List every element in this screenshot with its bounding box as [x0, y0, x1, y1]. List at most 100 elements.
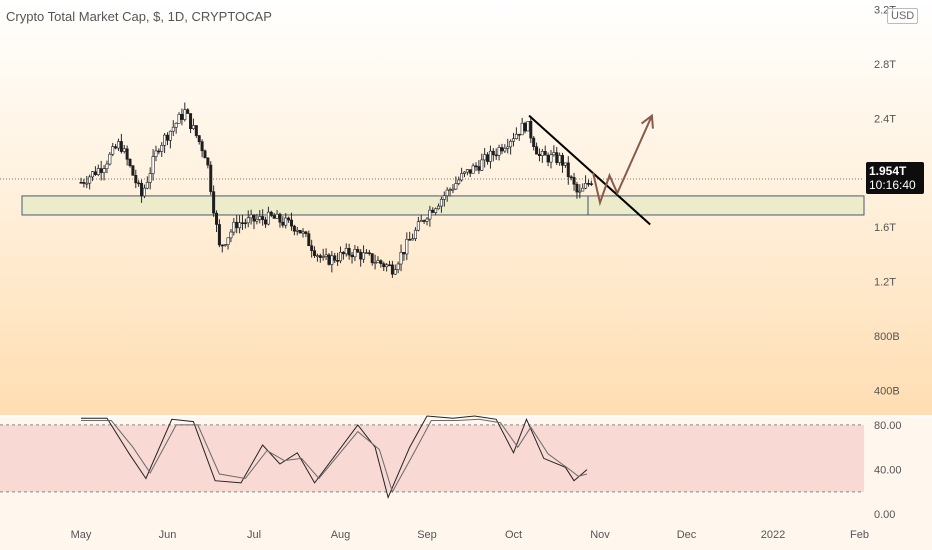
candle[interactable]	[249, 214, 253, 219]
candle[interactable]	[229, 231, 233, 239]
candle[interactable]	[405, 239, 409, 255]
candle[interactable]	[194, 125, 198, 136]
candle[interactable]	[310, 245, 314, 251]
candle[interactable]	[171, 126, 175, 132]
candle[interactable]	[344, 248, 348, 255]
candle[interactable]	[278, 213, 282, 223]
candle[interactable]	[223, 244, 227, 246]
candle[interactable]	[396, 263, 400, 270]
candle[interactable]	[232, 221, 236, 233]
candle[interactable]	[402, 252, 406, 255]
candle[interactable]	[307, 233, 311, 247]
candle[interactable]	[301, 231, 305, 234]
candle[interactable]	[483, 154, 487, 161]
candle[interactable]	[373, 262, 377, 264]
candle[interactable]	[189, 113, 193, 129]
candle[interactable]	[356, 249, 360, 253]
candle[interactable]	[209, 164, 213, 192]
candle[interactable]	[284, 217, 288, 226]
candle[interactable]	[264, 219, 268, 225]
candle[interactable]	[111, 146, 115, 155]
candle[interactable]	[503, 148, 507, 152]
candle[interactable]	[506, 146, 510, 149]
candle[interactable]	[131, 165, 135, 176]
candle[interactable]	[468, 169, 472, 174]
candle[interactable]	[206, 157, 210, 166]
candle[interactable]	[258, 216, 262, 220]
candle[interactable]	[272, 215, 276, 219]
candle[interactable]	[281, 221, 285, 226]
candle[interactable]	[122, 148, 126, 152]
candle[interactable]	[419, 220, 423, 223]
candle[interactable]	[341, 251, 345, 255]
candle[interactable]	[180, 113, 184, 120]
candle[interactable]	[203, 150, 207, 159]
candle[interactable]	[102, 168, 106, 173]
candle[interactable]	[168, 130, 172, 141]
candle[interactable]	[215, 212, 219, 225]
candle[interactable]	[85, 182, 89, 185]
candle[interactable]	[422, 220, 426, 222]
candle[interactable]	[116, 141, 120, 149]
candle[interactable]	[295, 229, 299, 232]
candle[interactable]	[376, 260, 380, 263]
candle[interactable]	[269, 211, 273, 216]
candle[interactable]	[511, 138, 515, 142]
candle[interactable]	[434, 208, 438, 213]
candle[interactable]	[186, 109, 190, 114]
candle[interactable]	[445, 189, 449, 197]
candle[interactable]	[336, 260, 340, 262]
candle[interactable]	[220, 244, 224, 247]
candle[interactable]	[486, 154, 490, 162]
candle[interactable]	[140, 182, 144, 197]
candle[interactable]	[353, 249, 357, 258]
candle[interactable]	[333, 255, 337, 261]
candle[interactable]	[255, 218, 259, 222]
candle[interactable]	[347, 248, 351, 256]
candle[interactable]	[145, 182, 149, 189]
candle[interactable]	[364, 252, 368, 255]
candle[interactable]	[586, 183, 590, 185]
candle[interactable]	[514, 133, 518, 140]
candle[interactable]	[238, 222, 242, 229]
candle[interactable]	[532, 137, 536, 147]
candle[interactable]	[292, 225, 296, 232]
candle[interactable]	[350, 254, 354, 258]
candle[interactable]	[494, 154, 498, 157]
candle[interactable]	[142, 187, 146, 197]
candle[interactable]	[243, 222, 247, 225]
candle[interactable]	[370, 253, 374, 264]
candle[interactable]	[413, 229, 417, 239]
candle[interactable]	[566, 162, 570, 178]
candle[interactable]	[183, 109, 187, 120]
candle[interactable]	[252, 214, 256, 222]
candle[interactable]	[134, 175, 138, 184]
candle[interactable]	[385, 264, 389, 268]
candle[interactable]	[390, 264, 394, 275]
candle[interactable]	[399, 252, 403, 265]
candle[interactable]	[379, 260, 383, 264]
candle[interactable]	[460, 173, 464, 181]
candle[interactable]	[324, 254, 328, 257]
candle[interactable]	[416, 221, 420, 231]
candle[interactable]	[411, 238, 415, 241]
candle[interactable]	[474, 165, 478, 168]
candle[interactable]	[465, 169, 469, 173]
candle[interactable]	[359, 251, 363, 260]
trendline[interactable]	[528, 114, 651, 226]
candle[interactable]	[552, 152, 556, 156]
oscillator-k-line[interactable]	[81, 415, 588, 500]
candle[interactable]	[266, 211, 270, 225]
candle[interactable]	[289, 219, 293, 227]
candle[interactable]	[108, 153, 112, 165]
candle[interactable]	[491, 150, 495, 156]
candle[interactable]	[275, 213, 279, 219]
candle[interactable]	[330, 255, 334, 265]
candle[interactable]	[240, 222, 244, 225]
candle[interactable]	[212, 191, 216, 214]
oscillator-d-line[interactable]	[81, 418, 588, 494]
candle[interactable]	[543, 151, 547, 156]
candle[interactable]	[367, 252, 371, 255]
candle[interactable]	[197, 135, 201, 142]
